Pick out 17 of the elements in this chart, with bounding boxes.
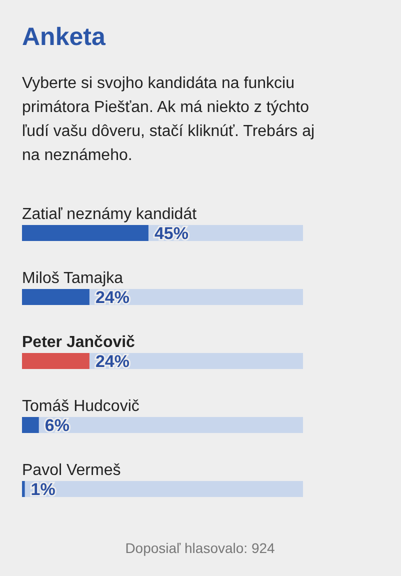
y-tick-label: Miloš Tamajka — [22, 270, 124, 287]
y-tick-label: Tomáš Hudcovič — [22, 398, 140, 415]
bar — [22, 417, 39, 433]
data-label: 24% — [95, 288, 130, 307]
data-label: 1% — [30, 480, 56, 499]
y-tick-label: Peter Jančovič — [22, 334, 136, 351]
chart-subtitle: Vyberte si svojho kandidáta na funkciu primátora Piešťan. Ak má niekto z týchto ľudí vašu dôveru, stačí kliknúť. Trebárs aj na neznámeho. — [22, 75, 315, 164]
data-label: 6% — [44, 416, 70, 435]
bar — [22, 481, 25, 497]
bar — [22, 353, 90, 369]
data-label: 45% — [154, 224, 188, 243]
y-tick-label: Zatiaľ neznámy kandidát — [22, 206, 198, 223]
data-label: 24% — [95, 352, 130, 371]
bar — [22, 289, 90, 305]
y-tick-label: Pavol Vermeš — [22, 462, 121, 479]
chart-title: Anketa — [22, 23, 106, 51]
text: Doposiaľ hlasovalo: 924 — [125, 540, 276, 556]
